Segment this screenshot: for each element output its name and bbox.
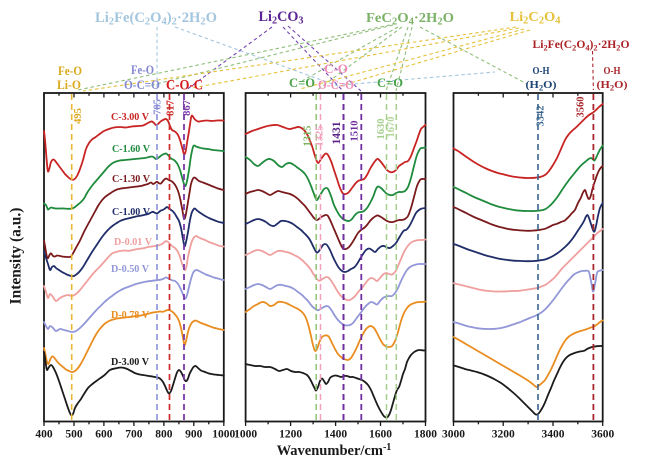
svg-text:1315: 1315 bbox=[303, 126, 314, 147]
svg-text:Fe-O: Fe-O bbox=[58, 64, 82, 78]
svg-text:1000: 1000 bbox=[212, 429, 235, 441]
svg-text:400: 400 bbox=[35, 429, 53, 441]
svg-text:785: 785 bbox=[153, 99, 164, 115]
svg-text:Intensity (a.u.): Intensity (a.u.) bbox=[8, 208, 25, 305]
svg-text:1670: 1670 bbox=[386, 117, 397, 138]
svg-text:C-O-C: C-O-C bbox=[166, 78, 203, 94]
svg-text:817: 817 bbox=[166, 100, 177, 116]
svg-text:D-0.78 V: D-0.78 V bbox=[111, 309, 149, 321]
svg-text:C-1.60 V: C-1.60 V bbox=[112, 143, 150, 155]
svg-text:Li2​C2​O4​: Li2​C2​O4​ bbox=[510, 10, 561, 27]
svg-text:500: 500 bbox=[65, 429, 83, 441]
svg-text:C-1.00 V: C-1.00 V bbox=[112, 206, 150, 218]
svg-text:3000: 3000 bbox=[442, 429, 465, 441]
svg-text:1431: 1431 bbox=[331, 121, 343, 144]
svg-text:1325: 1325 bbox=[315, 126, 326, 147]
svg-text:C-1.30 V: C-1.30 V bbox=[112, 173, 150, 185]
svg-text:C-3.00 V: C-3.00 V bbox=[111, 111, 149, 123]
svg-text:O-C=O: O-C=O bbox=[124, 78, 160, 92]
svg-text:3600: 3600 bbox=[591, 429, 614, 441]
svg-text:Li-O: Li-O bbox=[57, 78, 81, 92]
svg-text:C=O: C=O bbox=[289, 76, 315, 90]
svg-text:1400: 1400 bbox=[324, 429, 347, 441]
svg-text:D-0.01 V: D-0.01 V bbox=[114, 236, 152, 248]
svg-text:3342: 3342 bbox=[536, 106, 547, 127]
svg-text:495: 495 bbox=[73, 108, 84, 124]
svg-text:D-0.50 V: D-0.50 V bbox=[111, 263, 149, 275]
svg-text:Li2​Fe(C2​O4​)2​·2H2​O: Li2​Fe(C2​O4​)2​·2H2​O bbox=[533, 37, 630, 53]
svg-text:FeC2​O4​·2H2​O: FeC2​O4​·2H2​O bbox=[366, 11, 454, 28]
svg-text:867: 867 bbox=[182, 100, 193, 116]
svg-text:Wavenumber/cm-1: Wavenumber/cm-1 bbox=[277, 442, 392, 459]
svg-text:900: 900 bbox=[185, 429, 203, 441]
svg-text:1800: 1800 bbox=[414, 429, 437, 441]
svg-text:O-C=O: O-C=O bbox=[318, 78, 354, 92]
svg-text:1000: 1000 bbox=[234, 429, 257, 441]
svg-text:3400: 3400 bbox=[542, 429, 565, 441]
svg-text:Li2​CO3​: Li2​CO3​ bbox=[259, 9, 305, 27]
svg-text:1630: 1630 bbox=[376, 119, 387, 140]
svg-text:O-H: O-H bbox=[533, 65, 550, 77]
svg-text:O-H: O-H bbox=[604, 65, 621, 77]
svg-text:1200: 1200 bbox=[279, 429, 302, 441]
svg-text:3560: 3560 bbox=[576, 97, 587, 118]
svg-text:600: 600 bbox=[95, 429, 113, 441]
svg-text:1510: 1510 bbox=[350, 121, 361, 142]
svg-text:Fe-O: Fe-O bbox=[131, 63, 154, 77]
svg-text:C=O: C=O bbox=[377, 76, 403, 90]
svg-text:1600: 1600 bbox=[369, 429, 392, 441]
svg-text:(H2​O): (H2​O) bbox=[526, 79, 557, 93]
svg-text:800: 800 bbox=[155, 429, 173, 441]
svg-text:Li2​Fe(C2​O4​)2​·2H2​O: Li2​Fe(C2​O4​)2​·2H2​O bbox=[95, 10, 217, 28]
svg-text:C-O: C-O bbox=[324, 62, 348, 76]
svg-text:3200: 3200 bbox=[492, 429, 515, 441]
svg-text:(H2​O): (H2​O) bbox=[597, 79, 628, 93]
svg-text:D-3.00 V: D-3.00 V bbox=[111, 356, 149, 368]
svg-text:700: 700 bbox=[125, 429, 143, 441]
